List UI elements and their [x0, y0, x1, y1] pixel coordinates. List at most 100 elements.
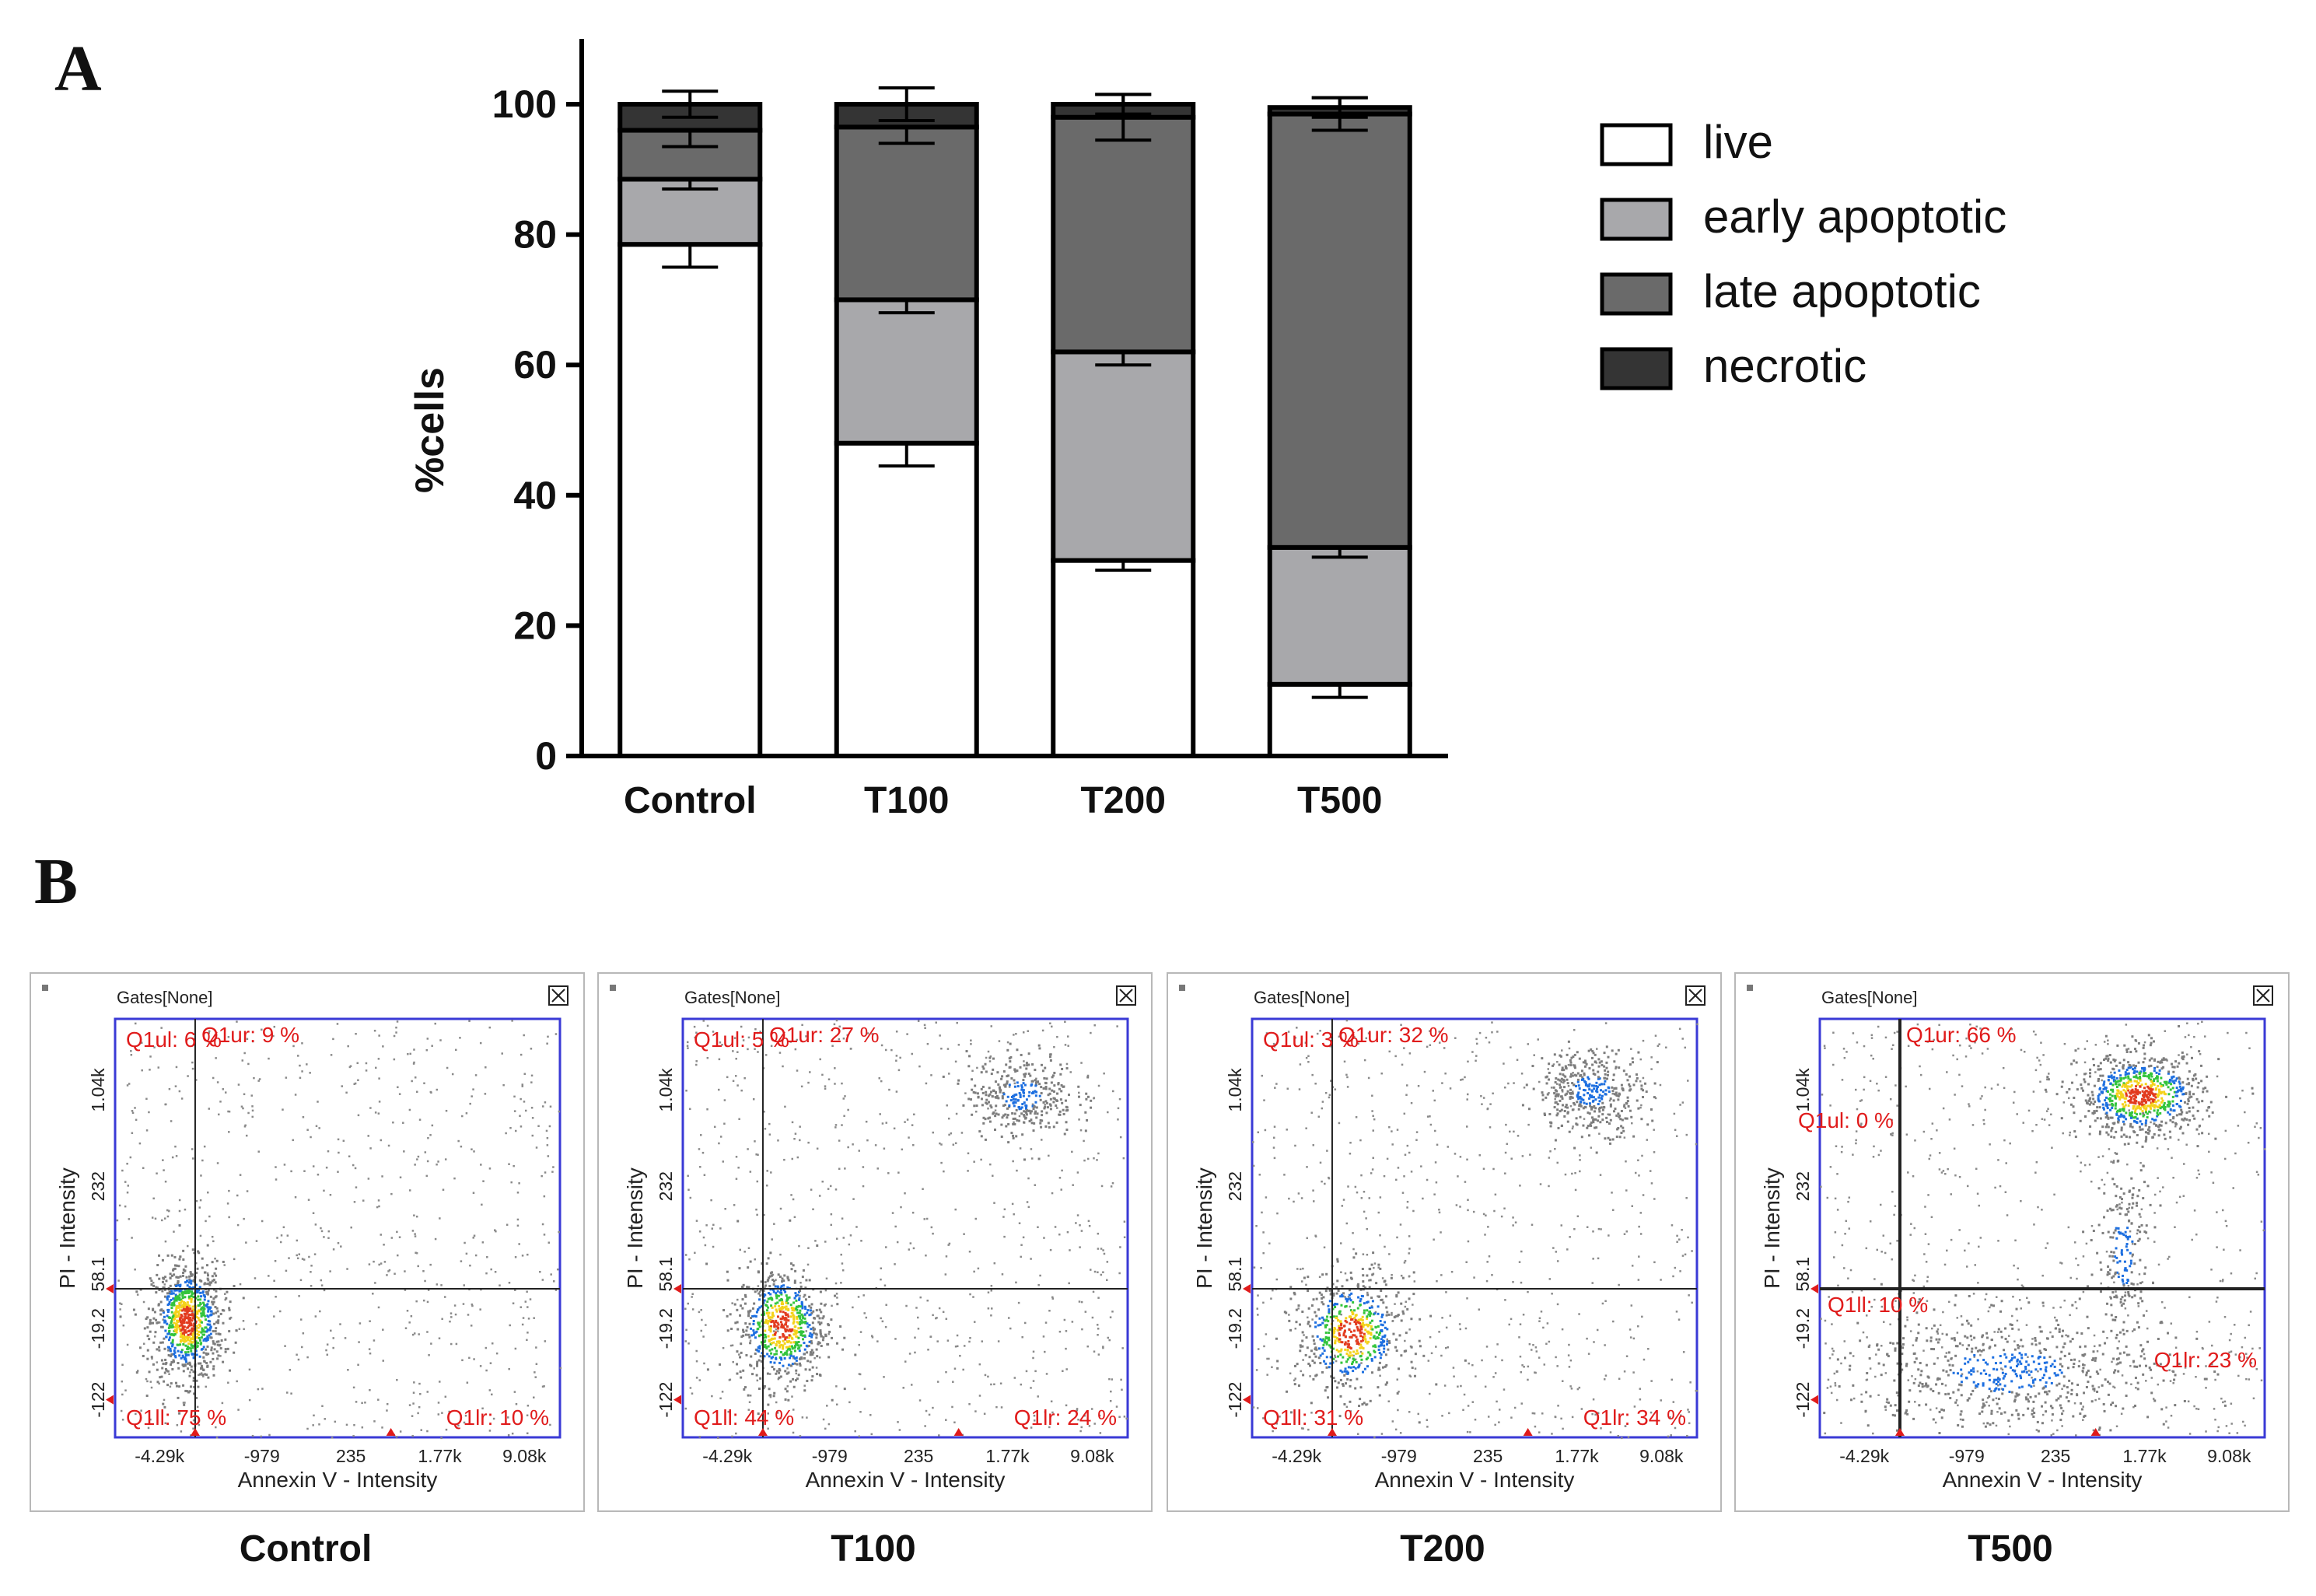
- event-dots: [1252, 1019, 1699, 1440]
- quadrant-lines[interactable]: [1252, 1019, 1697, 1437]
- error-bar-T500-necrotic: [1311, 96, 1368, 119]
- y-tick-label: -122: [88, 1382, 108, 1418]
- x-tick-label: T500: [1297, 780, 1382, 821]
- x-tick-label: Control: [624, 780, 757, 821]
- quadrant-label-q-ll: Q1ll: 44 %: [694, 1405, 794, 1430]
- quadrant-label-q-lr: Q1lr: 24 %: [1014, 1405, 1117, 1430]
- x-tick-label: -4.29k: [135, 1446, 184, 1466]
- window-handle-icon: [1179, 985, 1185, 991]
- y-tick-label: 60: [513, 343, 557, 387]
- x-axis-label: Annexin V - Intensity: [806, 1468, 1006, 1492]
- y-tick-label: -19.2: [656, 1308, 676, 1349]
- axes: [579, 39, 1448, 758]
- plot-frame: [114, 1017, 562, 1439]
- y-tick-label: 40: [513, 474, 557, 517]
- gate-marker-icons[interactable]: [106, 1284, 396, 1436]
- x-tick-label: -979: [812, 1446, 848, 1466]
- legend-swatch-live: [1600, 123, 1673, 166]
- x-axis-label: Annexin V - Intensity: [1943, 1468, 2143, 1492]
- legend-swatch-early-apoptotic: [1600, 198, 1673, 241]
- quadrant-lines[interactable]: [683, 1019, 1128, 1437]
- facs-plot-T100: Gates[None] Q1ul: 5 % Q1ur: 27 % Q1ll: 44 %…: [597, 972, 1153, 1512]
- gate-marker-icons[interactable]: [1810, 1284, 2101, 1436]
- x-tick-label: 9.08k: [502, 1446, 547, 1466]
- x-tick-label: 1.77k: [1555, 1446, 1599, 1466]
- y-axis-label: PI - Intensity: [55, 1167, 79, 1289]
- plot-frame: [1251, 1017, 1699, 1439]
- x-tick-label: 9.08k: [1639, 1446, 1684, 1466]
- x-tick-label: -4.29k: [1272, 1446, 1321, 1466]
- y-tick-label: -19.2: [1793, 1308, 1813, 1349]
- y-tick-label: 1.04k: [1793, 1068, 1813, 1112]
- y-tick-label: 20: [513, 604, 557, 647]
- y-tick-label: 80: [513, 213, 557, 257]
- gate-marker-icons[interactable]: [1243, 1284, 1533, 1436]
- close-icon[interactable]: [1685, 985, 1706, 1006]
- x-tick-label: -979: [1381, 1446, 1417, 1466]
- gates-label: Gates[None]: [1254, 988, 1350, 1007]
- quadrant-label-q-ul: Q1ul: 0 %: [1798, 1108, 1894, 1132]
- bar-T200-late-apoptotic: [1051, 114, 1196, 355]
- x-axis-label: Annexin V - Intensity: [238, 1468, 438, 1492]
- bar-T500-early-apoptotic: [1267, 544, 1412, 687]
- quadrant-label-q-ll: Q1ll: 10 %: [1828, 1293, 1928, 1317]
- facs-svg: Gates[None] Q1ul: 3 %Q1ur: 32 % Q1ll: 31 %…: [1179, 985, 1706, 1492]
- quadrant-label-q-lr: Q1lr: 34 %: [1583, 1405, 1686, 1430]
- quadrant-lines[interactable]: [1820, 1019, 2265, 1437]
- bar-T100-late-apoptotic: [834, 124, 979, 303]
- close-icon[interactable]: [2253, 985, 2273, 1006]
- y-tick-label: -122: [1793, 1382, 1813, 1418]
- event-dots: [1820, 1020, 2266, 1437]
- y-tick-label: 232: [88, 1171, 108, 1201]
- legend-label: live: [1703, 116, 1773, 168]
- quadrant-lines[interactable]: [115, 1019, 560, 1437]
- bar-Control-live: [617, 242, 763, 759]
- facs-svg: Gates[None] Q1ul: 0 % Q1ur: 66 % Q1ll: 10 %…: [1747, 985, 2273, 1492]
- y-tick-label: -19.2: [88, 1308, 108, 1349]
- quadrant-label-q-ur: Q1ur: 27 %: [769, 1023, 880, 1047]
- panel-b-label: B: [34, 845, 79, 918]
- facs-plot-Control: Gates[None] Q1ul: 6 % Q1ur: 9 % Q1ll: 75 % Q…: [30, 972, 585, 1512]
- legend-swatch-late-apoptotic: [1600, 272, 1673, 316]
- x-tick-label: 235: [1473, 1446, 1503, 1466]
- x-tick-label: T100: [864, 780, 949, 821]
- close-icon[interactable]: [1116, 985, 1136, 1006]
- bar-T100-live: [834, 440, 979, 758]
- bar-T500-late-apoptotic: [1267, 111, 1412, 550]
- y-tick-label: 1.04k: [656, 1068, 676, 1112]
- legend-label: late apoptotic: [1703, 265, 1981, 317]
- x-tick-label: -4.29k: [702, 1446, 752, 1466]
- y-tick-label: 58.1: [1793, 1257, 1813, 1292]
- facs-caption: T200: [1400, 1528, 1485, 1570]
- bar-T100-early-apoptotic: [834, 297, 979, 446]
- panel-a-label: A: [54, 33, 102, 105]
- y-tick-label: 58.1: [656, 1257, 676, 1292]
- close-icon[interactable]: [548, 985, 569, 1006]
- y-tick-label: 232: [656, 1171, 676, 1201]
- x-tick-label: 1.77k: [2122, 1446, 2167, 1466]
- x-tick-label: T200: [1081, 780, 1166, 821]
- x-tick-label: -4.29k: [1839, 1446, 1889, 1466]
- y-tick-label: 1.04k: [88, 1068, 108, 1112]
- stacked-bar-chart: Control T100 T200 T500 0 20 40 60 80 100 %cells liv…: [408, 39, 2006, 821]
- y-tick-label: -19.2: [1225, 1308, 1245, 1349]
- x-tick-label: -979: [244, 1446, 280, 1466]
- y-tick-label: 0: [535, 734, 557, 778]
- event-dots: [684, 1019, 1128, 1440]
- quadrant-label-q-ll: Q1ll: 75 %: [126, 1405, 226, 1430]
- window-handle-icon: [1747, 985, 1753, 991]
- facs-caption: T500: [1968, 1528, 2053, 1570]
- y-tick-label: 232: [1793, 1171, 1813, 1201]
- legend-swatch-necrotic: [1600, 347, 1673, 390]
- x-tick-label: 1.77k: [418, 1446, 462, 1466]
- gate-marker-icons[interactable]: [673, 1284, 964, 1436]
- event-dots: [116, 1020, 562, 1440]
- quadrant-label-q-ul: Q1ul: 6 %: [126, 1027, 222, 1052]
- quadrant-label-q-ll: Q1ll: 31 %: [1263, 1405, 1363, 1430]
- y-tick-label: -122: [656, 1382, 676, 1418]
- gates-label: Gates[None]: [1821, 988, 1918, 1007]
- y-axis-label: PI - Intensity: [1760, 1167, 1784, 1289]
- facs-svg: Gates[None] Q1ul: 6 %Q1ur: 9 % Q1ll: 75 % Q…: [42, 985, 569, 1492]
- plot-frame: [1818, 1017, 2266, 1439]
- quadrant-label-q-lr: Q1lr: 23 %: [2154, 1348, 2257, 1372]
